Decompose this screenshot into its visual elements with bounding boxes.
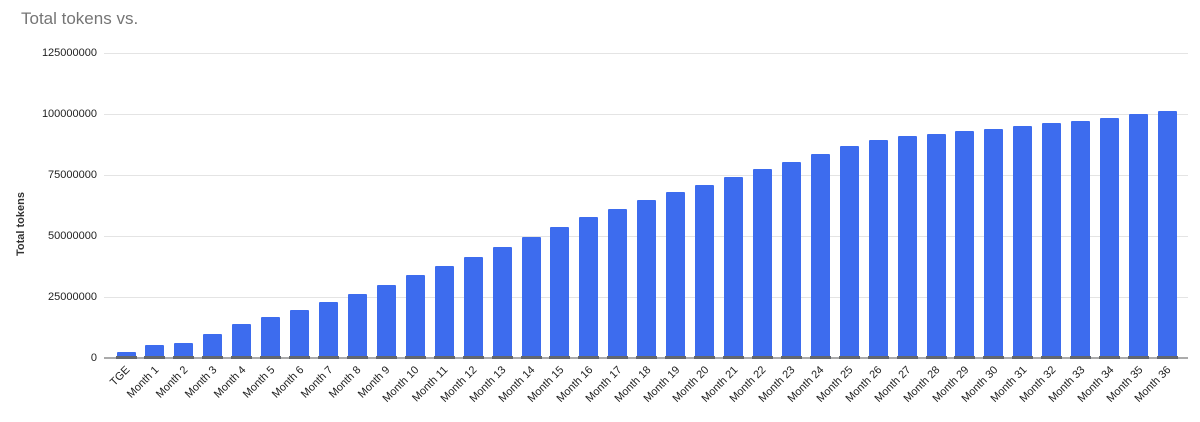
axis-tick — [375, 356, 397, 359]
axis-tick — [491, 356, 513, 359]
bar-month-32[interactable] — [1042, 123, 1062, 358]
bar-month-20[interactable] — [695, 185, 715, 358]
bar-month-18[interactable] — [637, 199, 657, 358]
bar-month-31[interactable] — [1013, 125, 1033, 358]
bar-month-34[interactable] — [1100, 118, 1120, 358]
y-tick-label: 125000000 — [41, 47, 97, 59]
axis-tick — [462, 356, 484, 359]
bar-month-19[interactable] — [666, 192, 686, 358]
axis-tick — [925, 356, 947, 359]
bar-month-24[interactable] — [810, 154, 830, 358]
axis-tick — [896, 356, 918, 359]
bar-tge[interactable] — [116, 351, 136, 358]
bar-month-25[interactable] — [839, 146, 859, 358]
axis-tick — [1070, 356, 1092, 359]
axis-tick — [1099, 356, 1121, 359]
bar-month-36[interactable] — [1157, 110, 1177, 358]
axis-tick — [346, 356, 368, 359]
bar-month-11[interactable] — [434, 266, 454, 358]
plot-area — [104, 53, 1188, 359]
bar-month-3[interactable] — [203, 333, 223, 358]
axis-tick — [867, 356, 889, 359]
axis-tick — [144, 356, 166, 359]
bar-month-6[interactable] — [290, 310, 310, 358]
axis-tick — [231, 356, 253, 359]
bar-month-28[interactable] — [926, 133, 946, 358]
axis-tick — [1128, 356, 1150, 359]
y-tick-label: 25000000 — [48, 291, 97, 303]
axis-tick — [549, 356, 571, 359]
y-tick-label: 50000000 — [48, 230, 97, 242]
bar-month-13[interactable] — [492, 247, 512, 358]
axis-tick — [983, 356, 1005, 359]
y-tick-label: 100000000 — [41, 108, 97, 120]
axis-tick — [1012, 356, 1034, 359]
axis-tick — [636, 356, 658, 359]
axis-tick — [723, 356, 745, 359]
bar-month-17[interactable] — [608, 208, 628, 358]
axis-tick — [115, 356, 137, 359]
gridline — [104, 175, 1188, 176]
bar-month-22[interactable] — [752, 169, 772, 358]
axis-tick — [838, 356, 860, 359]
bar-month-12[interactable] — [463, 256, 483, 358]
axis-tick — [607, 356, 629, 359]
bar-month-23[interactable] — [781, 161, 801, 358]
bar-month-21[interactable] — [724, 177, 744, 358]
bar-month-14[interactable] — [521, 236, 541, 358]
chart-title: Total tokens vs. — [21, 9, 139, 28]
bar-month-10[interactable] — [405, 275, 425, 358]
axis-tick — [1041, 356, 1063, 359]
gridline — [104, 114, 1188, 115]
bar-month-33[interactable] — [1071, 121, 1091, 358]
axis-tick — [520, 356, 542, 359]
axis-tick — [780, 356, 802, 359]
bar-month-15[interactable] — [550, 226, 570, 358]
axis-tick — [433, 356, 455, 359]
bar-month-9[interactable] — [376, 284, 396, 358]
axis-tick — [751, 356, 773, 359]
bar-month-5[interactable] — [261, 316, 281, 358]
bar-month-16[interactable] — [579, 217, 599, 358]
axis-tick — [665, 356, 687, 359]
bar-month-7[interactable] — [319, 302, 338, 358]
axis-tick — [173, 356, 195, 359]
bar-month-26[interactable] — [868, 140, 888, 358]
axis-tick — [954, 356, 976, 359]
axis-tick — [289, 356, 311, 359]
axis-tick — [694, 356, 716, 359]
bar-month-35[interactable] — [1129, 114, 1149, 358]
gridline — [104, 53, 1188, 54]
bar-month-1[interactable] — [145, 344, 165, 358]
bar-month-30[interactable] — [984, 128, 1004, 358]
y-tick-label: 0 — [90, 352, 97, 364]
axis-tick — [578, 356, 600, 359]
axis-tick — [202, 356, 224, 359]
bar-month-29[interactable] — [955, 131, 975, 358]
bar-month-2[interactable] — [174, 342, 194, 358]
bar-month-4[interactable] — [232, 323, 252, 358]
axis-tick — [404, 356, 426, 359]
bar-month-8[interactable] — [347, 293, 367, 358]
axis-tick — [809, 356, 831, 359]
bar-month-27[interactable] — [897, 136, 917, 358]
y-axis-title: Total tokens — [15, 192, 27, 256]
axis-tick — [260, 356, 282, 359]
axis-tick — [318, 356, 339, 359]
axis-tick — [1156, 356, 1178, 359]
y-tick-label: 75000000 — [48, 169, 97, 181]
